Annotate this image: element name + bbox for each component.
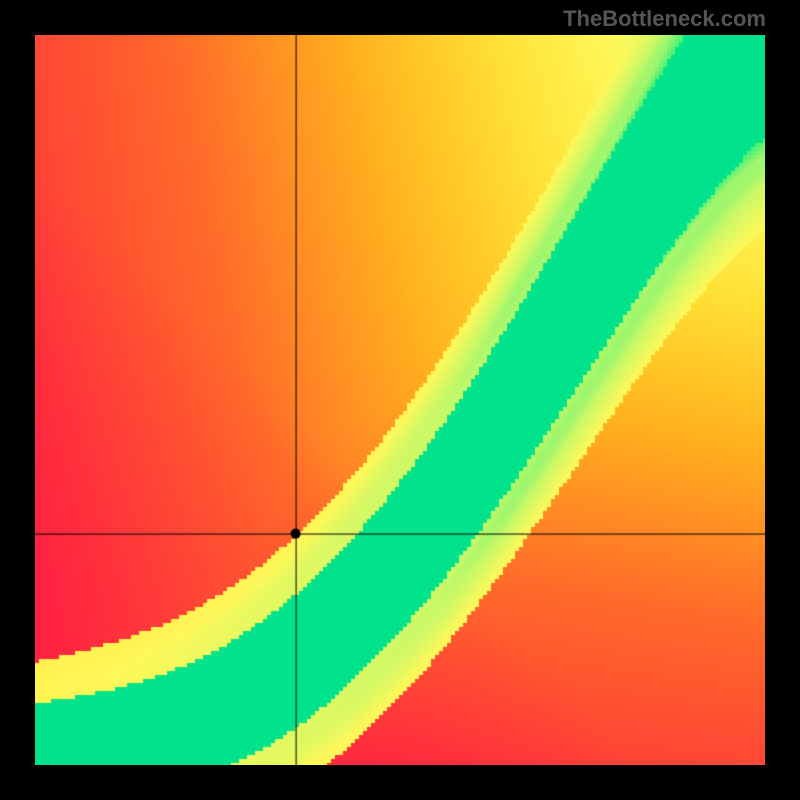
watermark-text: TheBottleneck.com	[563, 6, 766, 32]
heatmap-canvas	[35, 35, 765, 765]
chart-container: TheBottleneck.com	[0, 0, 800, 800]
plot-area	[35, 35, 765, 765]
